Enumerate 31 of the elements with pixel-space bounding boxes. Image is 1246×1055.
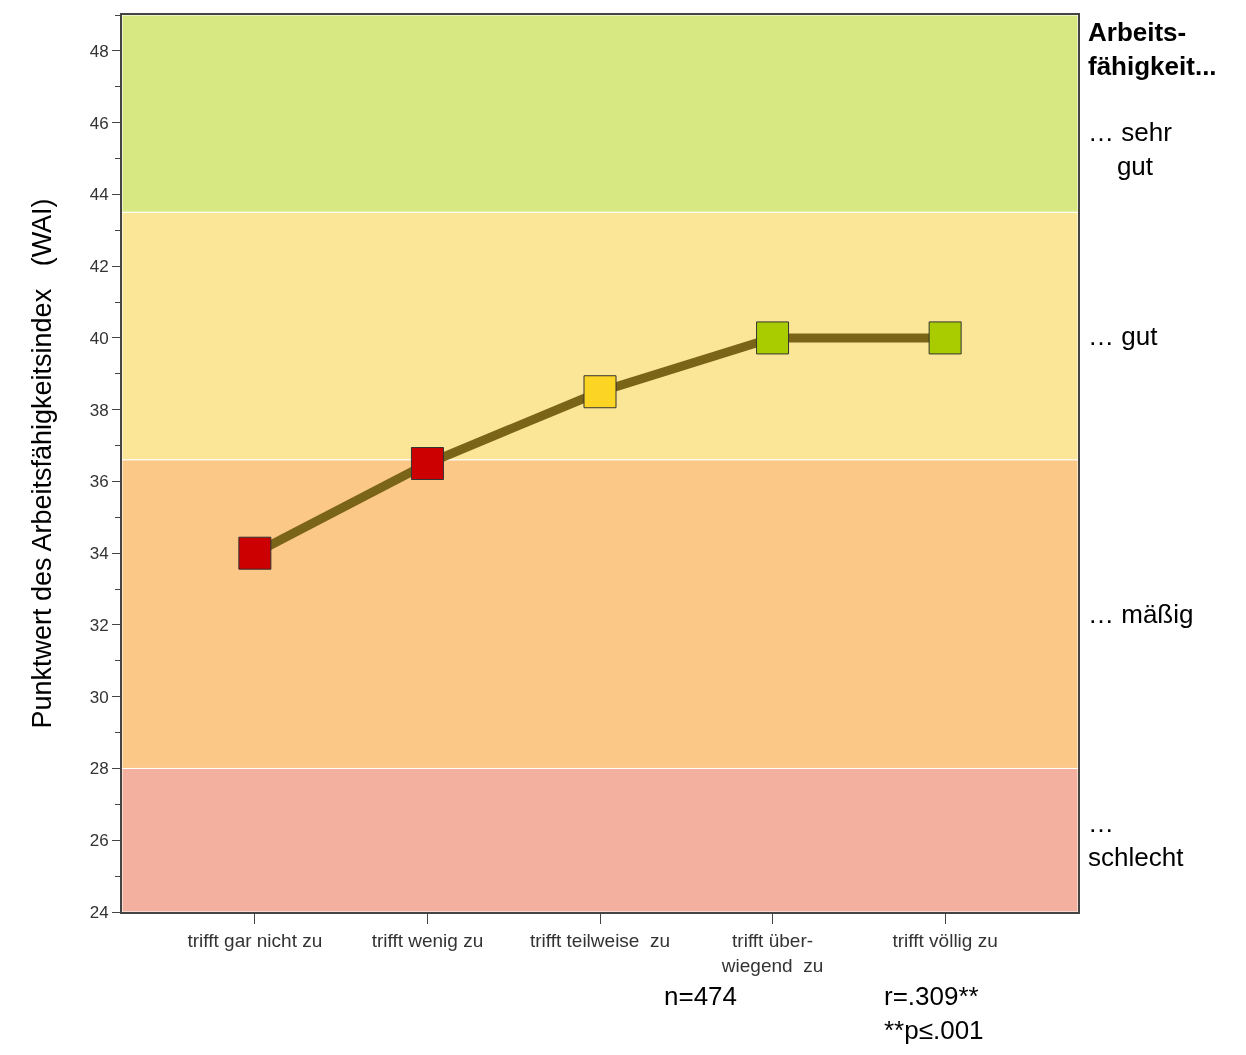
y-tick-label: 30 (89, 687, 109, 707)
y-tick-label: 28 (89, 759, 109, 779)
point (410, 447, 444, 480)
y-tick-label: 42 (89, 257, 109, 277)
y-tick-label: 34 (89, 544, 109, 564)
point (583, 375, 617, 409)
x-tick-label: trifft gar nicht zu (187, 929, 323, 951)
point (756, 321, 790, 355)
y-tick-label: 40 (89, 328, 109, 348)
text: n=474 (664, 981, 738, 1011)
y-tick-label: 44 (89, 185, 109, 205)
y-tick-label: 38 (89, 400, 109, 420)
y-tick-label: 26 (89, 831, 109, 851)
text: Arbeits- fähigkeit... (1088, 17, 1217, 81)
x-tick-label: trifft wenig zu (371, 929, 484, 951)
band-label: … gut (1088, 321, 1159, 351)
y-axis-title: Punktwert des Arbeitsfähigkeitsindex (WAI) (27, 198, 58, 729)
y-tick-label: 32 (89, 615, 109, 635)
y-tick-label: 48 (89, 41, 109, 61)
text: r=.309** **p≤.001 (884, 981, 984, 1045)
band-label: … mäßig (1088, 599, 1194, 629)
point (238, 536, 272, 570)
band-label: … sehr gut (1088, 117, 1173, 181)
band-label: … schlecht (1088, 808, 1185, 872)
y-tick-label: 36 (89, 472, 109, 492)
x-tick-label: trifft über- wiegend zu (720, 929, 824, 976)
point (928, 321, 962, 355)
y-tick-label: 24 (89, 902, 109, 922)
x-tick-label: trifft völlig zu (892, 929, 998, 951)
x-tick-label: trifft teilweise zu (529, 929, 671, 951)
y-tick-label: 46 (89, 113, 109, 133)
